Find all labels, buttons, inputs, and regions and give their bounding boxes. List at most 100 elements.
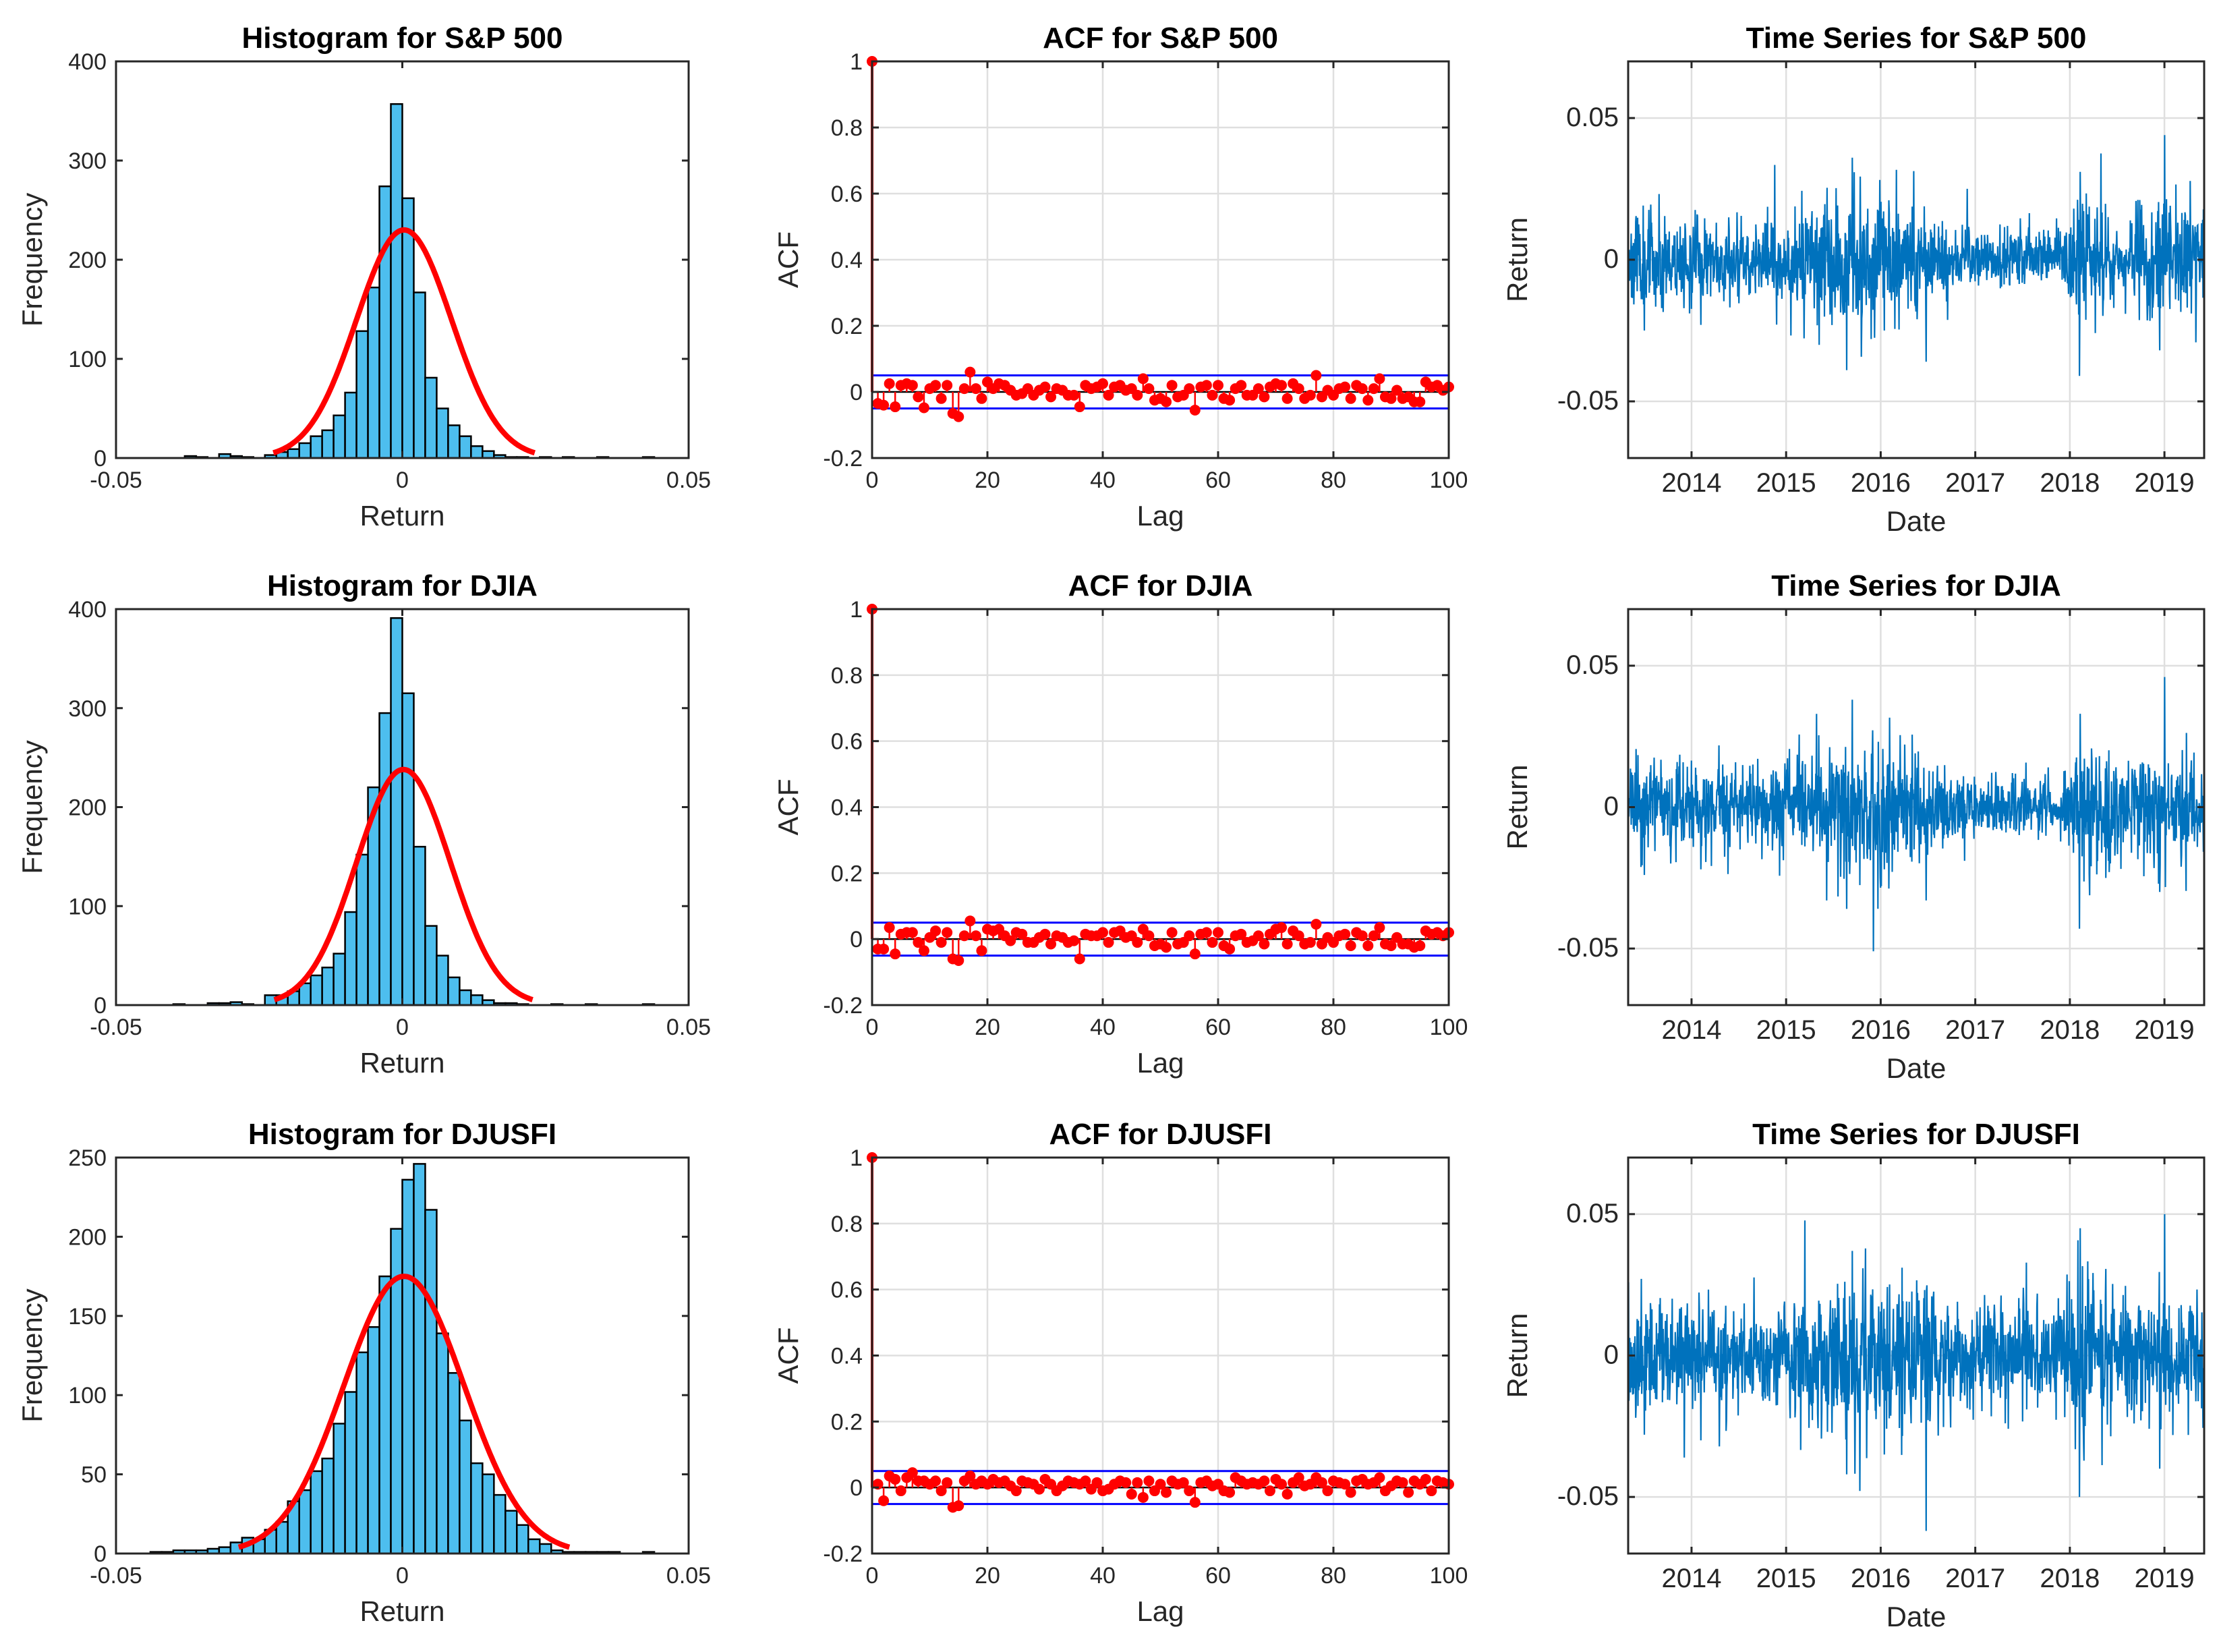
histogram-bar <box>527 1538 541 1555</box>
y-tick-label: 0.4 <box>831 248 863 273</box>
x-axis-label: Lag <box>1136 500 1184 532</box>
x-tick-label: 2015 <box>1756 1564 1816 1593</box>
histogram-bar <box>505 1510 518 1555</box>
y-axis-label: ACF <box>772 1328 804 1384</box>
histogram-bar <box>367 286 380 459</box>
acf-marker <box>1356 383 1368 395</box>
panel-title: Time Series for DJUSFI <box>1752 1118 2080 1151</box>
y-tick-label: 200 <box>68 248 107 273</box>
x-tick-label: 2019 <box>2135 1015 2195 1045</box>
y-tick-label: 0 <box>1604 1340 1619 1370</box>
y-tick-label: 0.2 <box>831 1409 863 1435</box>
y-tick-label: -0.05 <box>1557 933 1619 963</box>
acf-marker <box>1385 940 1397 951</box>
acf-marker <box>935 393 947 404</box>
x-tick-label: 2017 <box>1945 1564 2005 1593</box>
acf-marker <box>1281 1488 1293 1500</box>
y-tick-label: 0.2 <box>831 861 863 886</box>
acf-marker <box>884 922 895 934</box>
acf-marker <box>906 380 918 391</box>
x-tick-label: 60 <box>1205 1563 1231 1589</box>
panel-timeseries-1: 2014 2015 2016 2017 2018 2019 -0.05 0 0.05 Time S… <box>1501 22 2206 537</box>
histogram-bar <box>390 103 403 459</box>
histogram-bar <box>447 424 461 459</box>
acf-marker <box>913 391 924 403</box>
x-tick-label: 80 <box>1321 1563 1346 1589</box>
acf-marker <box>1184 1485 1195 1497</box>
y-tick-label: 0.8 <box>831 1212 863 1237</box>
acf-marker <box>1293 1472 1304 1483</box>
acf-marker <box>976 945 987 957</box>
histogram-bar <box>447 1372 461 1555</box>
x-axis-label: Date <box>1886 505 1947 537</box>
y-tick-label: 0.05 <box>1566 1199 1619 1228</box>
histogram-bar <box>539 1543 552 1555</box>
acf-marker <box>1103 389 1114 401</box>
histogram-bar <box>298 1489 312 1555</box>
acf-marker <box>1345 1487 1356 1498</box>
y-tick-label: 0 <box>1604 792 1619 822</box>
acf-marker <box>1264 1485 1275 1497</box>
acf-marker <box>906 927 918 938</box>
x-tick-label: 2017 <box>1945 1015 2005 1045</box>
x-axis-label: Return <box>359 1595 444 1627</box>
y-tick-label: 150 <box>68 1304 107 1330</box>
y-tick-label: 400 <box>68 49 107 75</box>
acf-marker <box>1339 928 1351 940</box>
acf-marker <box>1039 928 1051 940</box>
acf-marker <box>958 930 970 942</box>
x-tick-label: 0.05 <box>666 467 711 493</box>
normal-fit-curve <box>273 766 534 1002</box>
y-tick-label: 200 <box>68 1224 107 1250</box>
x-tick-label: 100 <box>1430 1563 1468 1589</box>
histogram-bar <box>424 1209 438 1555</box>
acf-marker <box>1189 948 1201 960</box>
x-tick-label: 40 <box>1090 467 1116 493</box>
acf-marker <box>935 937 947 948</box>
y-tick-label: 0.2 <box>831 314 863 339</box>
acf-marker <box>1137 1491 1149 1503</box>
y-tick-label: 50 <box>81 1462 107 1488</box>
acf-marker <box>1259 1475 1270 1487</box>
acf-marker <box>930 925 942 936</box>
acf-marker <box>1143 930 1155 942</box>
y-tick-label: -0.2 <box>823 446 863 472</box>
acf-marker <box>1339 1479 1351 1490</box>
histogram-bar <box>333 1423 346 1555</box>
acf-marker <box>1184 930 1195 942</box>
x-tick-label: 60 <box>1205 1015 1231 1040</box>
histogram-bar <box>310 1470 323 1555</box>
x-tick-label: 0 <box>396 1563 409 1589</box>
histogram-bar <box>378 185 392 459</box>
histogram-bar <box>275 1520 289 1555</box>
panel-title: Histogram for DJIA <box>267 569 538 602</box>
acf-marker <box>1033 1483 1045 1495</box>
acf-marker <box>1414 940 1426 951</box>
histogram-bar <box>321 966 335 1006</box>
y-tick-label: 0.4 <box>831 1344 863 1369</box>
histogram-bar <box>401 692 415 1006</box>
y-tick-label: 0.6 <box>831 1278 863 1303</box>
acf-marker <box>942 380 953 391</box>
y-axis-label: Return <box>1501 1313 1533 1398</box>
histogram-bar <box>367 1326 380 1555</box>
acf-marker <box>1201 380 1212 391</box>
x-tick-label: 2014 <box>1661 468 1721 498</box>
acf-marker <box>1005 935 1016 946</box>
y-tick-label: 1 <box>850 597 863 623</box>
histogram-bar <box>310 974 323 1006</box>
x-axis-label: Date <box>1886 1601 1947 1632</box>
histogram-bar <box>413 1163 426 1555</box>
acf-marker <box>1276 922 1288 934</box>
acf-marker <box>1161 1487 1172 1498</box>
acf-marker <box>1224 943 1236 955</box>
x-axis-label: Return <box>359 1047 444 1079</box>
acf-marker <box>1137 373 1149 384</box>
histogram-bar <box>470 445 484 459</box>
y-tick-label: 200 <box>68 795 107 821</box>
